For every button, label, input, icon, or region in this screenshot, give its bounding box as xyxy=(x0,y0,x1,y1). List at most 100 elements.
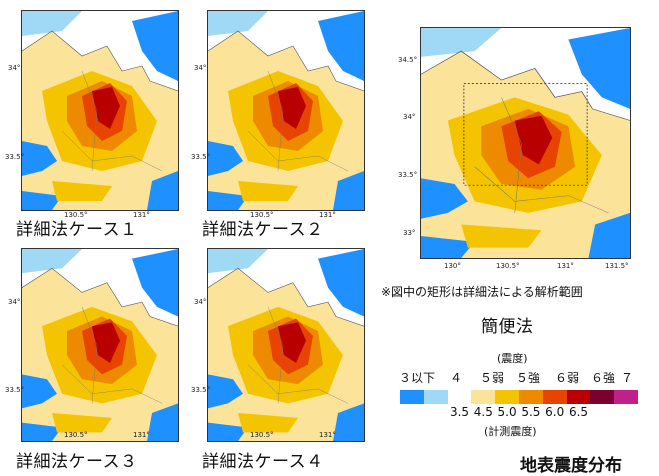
low-intensity-area xyxy=(208,374,243,409)
y-tick-33-5: 33.5° xyxy=(398,171,418,179)
map-graphic xyxy=(22,11,178,210)
low-intensity-area xyxy=(22,249,82,274)
color-bar-segment xyxy=(423,390,449,404)
legend-class-label: ３以下 xyxy=(398,371,435,385)
coastline xyxy=(208,30,364,92)
x-tick-130-5: 130.5° xyxy=(250,431,274,439)
low-intensity-area xyxy=(208,11,268,36)
x-tick-130-5: 130.5° xyxy=(250,211,274,219)
analysis-range-rectangle xyxy=(463,83,588,186)
intensity-5-weak-area xyxy=(238,181,298,201)
intensity-6-strong-area xyxy=(92,322,120,363)
coastline xyxy=(208,267,364,327)
low-intensity-area xyxy=(318,249,364,317)
color-bar-segment xyxy=(400,390,425,404)
low-intensity-area xyxy=(22,11,82,36)
intensity-5-weak-area xyxy=(52,181,112,201)
y-tick-33-5: 33.5° xyxy=(5,153,25,161)
low-intensity-area xyxy=(421,28,502,57)
low-intensity-area xyxy=(208,191,248,210)
low-intensity-area xyxy=(147,171,178,210)
x-tick-130-5: 130.5° xyxy=(64,431,88,439)
low-intensity-area xyxy=(22,374,57,409)
map-graphic xyxy=(421,28,630,258)
color-bar-segment xyxy=(590,390,615,404)
intensity-5-weak-area xyxy=(238,413,298,433)
y-tick-34: 34° xyxy=(8,64,21,72)
caption-case-4: 詳細法ケース４ xyxy=(202,452,324,472)
low-intensity-area xyxy=(333,171,364,210)
caption-case-1: 詳細法ケース１ xyxy=(16,220,138,240)
low-intensity-area xyxy=(22,191,62,210)
low-intensity-area xyxy=(421,236,475,258)
detail-map-case-2 xyxy=(207,10,365,211)
detail-map-case-1 xyxy=(21,10,179,211)
intensity-6-strong-area xyxy=(92,87,120,129)
map-graphic xyxy=(208,249,364,441)
color-bar-segment xyxy=(566,390,591,404)
intensity-color-bar xyxy=(400,390,639,404)
y-tick-34-5: 34.5° xyxy=(398,56,418,64)
intensity-6-strong-area xyxy=(278,87,306,129)
intensity-5-weak-area xyxy=(461,224,542,248)
figure-title: 地表震度分布 xyxy=(520,456,622,476)
boundary-line xyxy=(61,306,163,404)
map-graphic xyxy=(22,249,178,441)
boundary-line xyxy=(474,97,609,214)
legend-class-label: ７ xyxy=(620,371,633,385)
y-tick-33: 33° xyxy=(403,229,416,237)
low-intensity-area xyxy=(147,403,178,441)
low-intensity-area xyxy=(333,403,364,441)
range-note: ※図中の矩形は詳細法による解析範囲 xyxy=(381,285,583,299)
y-tick-33-5: 33.5° xyxy=(191,153,211,161)
low-intensity-area xyxy=(208,141,243,176)
detail-map-case-3 xyxy=(21,248,179,442)
x-tick-130-5: 130.5° xyxy=(496,262,520,270)
y-tick-33-5: 33.5° xyxy=(5,386,25,394)
low-intensity-area xyxy=(132,249,178,317)
low-intensity-area xyxy=(318,11,364,81)
y-tick-33-5: 33.5° xyxy=(191,386,211,394)
x-tick-131: 131° xyxy=(319,211,336,219)
x-tick-131: 131° xyxy=(319,431,336,439)
intensity-value-label: 5.5 xyxy=(521,405,541,419)
caption-case-2: 詳細法ケース２ xyxy=(202,220,324,240)
y-tick-34: 34° xyxy=(8,298,21,306)
x-tick-130-5: 130.5° xyxy=(64,211,88,219)
low-intensity-area xyxy=(568,28,630,109)
low-intensity-area xyxy=(208,249,268,274)
intensity-value-label: 3.5 xyxy=(449,405,470,419)
low-intensity-area xyxy=(208,422,248,441)
y-tick-34: 34° xyxy=(194,298,207,306)
intensity-value-label: 4.5 xyxy=(473,405,493,419)
legend-class-title: (震度) xyxy=(497,352,528,365)
color-bar-segment xyxy=(447,390,472,404)
intensity-6-strong-area xyxy=(278,322,306,363)
map-graphic xyxy=(208,11,364,210)
boundary-line xyxy=(61,70,163,172)
intensity-value-label: 6.0 xyxy=(545,405,565,419)
intensity-value-labels: 3.5 4.5 5.0 5.5 6.0 6.5 xyxy=(400,405,638,421)
simple-method-map xyxy=(420,27,631,259)
intensity-6-strong-area xyxy=(514,115,553,165)
intensity-value-label: 5.0 xyxy=(497,405,517,419)
y-tick-34: 34° xyxy=(194,64,207,72)
legend-class-label: ４ xyxy=(449,371,462,385)
color-bar-segment xyxy=(495,390,520,404)
legend-class-label: ６強 xyxy=(590,371,615,385)
low-intensity-area xyxy=(22,422,62,441)
intensity-value-label: 6.5 xyxy=(568,405,589,419)
boundary-line xyxy=(247,70,349,172)
caption-simple-method: 簡便法 xyxy=(481,317,534,337)
low-intensity-area xyxy=(22,141,57,176)
legend-class-label: ６弱 xyxy=(554,371,579,385)
coastline xyxy=(421,50,630,121)
low-intensity-area xyxy=(132,11,178,81)
y-tick-34: 34° xyxy=(403,113,416,121)
coastline xyxy=(22,267,178,327)
intensity-5-weak-area xyxy=(52,413,112,433)
color-bar-segment xyxy=(614,390,639,404)
x-tick-130: 130° xyxy=(444,262,461,270)
color-bar-segment xyxy=(471,390,496,404)
legend-class-label: ５強 xyxy=(515,371,540,385)
